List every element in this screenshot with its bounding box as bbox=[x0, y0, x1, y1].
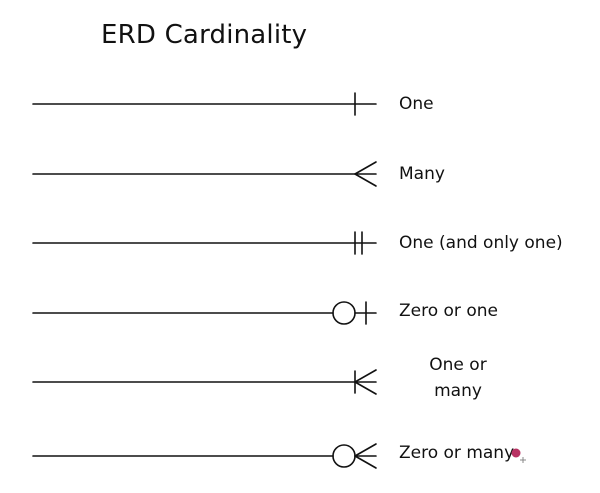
notation-many bbox=[32, 161, 377, 187]
notation-zero-or-many bbox=[32, 443, 377, 469]
label-many: Many bbox=[399, 164, 445, 184]
notation-zero-or-one bbox=[32, 301, 377, 325]
crows-foot-upper bbox=[354, 443, 377, 457]
label-zero-or-many: Zero or many bbox=[399, 443, 515, 463]
crows-foot-upper bbox=[354, 161, 377, 175]
crows-foot-lower bbox=[354, 173, 377, 187]
crows-foot-lower bbox=[354, 381, 377, 395]
label-zero-or-one: Zero or one bbox=[399, 301, 498, 321]
cursor-dot bbox=[511, 448, 521, 458]
label-one-and-only-one: One (and only one) bbox=[399, 233, 563, 253]
notation-one bbox=[32, 92, 377, 116]
notation-one-and-only-one bbox=[32, 231, 377, 255]
crows-foot-lower bbox=[354, 455, 377, 469]
zero-circle bbox=[332, 301, 356, 325]
notation-one-or-many bbox=[32, 369, 377, 395]
label-one: One bbox=[399, 94, 434, 114]
label-one-or-many: One or many bbox=[429, 355, 487, 401]
zero-circle bbox=[332, 444, 356, 468]
crows-foot-upper bbox=[354, 369, 377, 383]
diagram-title: ERD Cardinality bbox=[101, 20, 308, 50]
pointer-dot-cursor-icon bbox=[511, 448, 526, 463]
